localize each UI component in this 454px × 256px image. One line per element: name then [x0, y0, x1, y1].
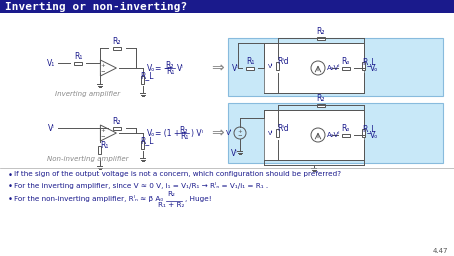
Text: Rᴵd: Rᴵd: [277, 57, 289, 66]
Text: R₂: R₂: [167, 190, 175, 197]
Text: •: •: [8, 195, 13, 204]
Text: Vₒ: Vₒ: [147, 63, 155, 72]
Text: = (1 +: = (1 +: [155, 129, 180, 137]
Text: Rₒ: Rₒ: [342, 57, 350, 66]
Text: Vₒ: Vₒ: [370, 63, 378, 72]
Text: Vᴵ: Vᴵ: [49, 123, 55, 133]
FancyBboxPatch shape: [228, 38, 443, 96]
Text: ⇒: ⇒: [212, 125, 224, 141]
Text: Inverting amplifier: Inverting amplifier: [55, 91, 121, 97]
Text: •: •: [8, 182, 13, 191]
Bar: [276, 129, 280, 137]
Bar: [342, 67, 350, 70]
Text: R₂: R₂: [317, 27, 325, 36]
Text: R_L: R_L: [140, 136, 154, 145]
Bar: [317, 103, 325, 106]
Text: For the non-inverting amplifier, Rᴵₙ ≈ β A₀: For the non-inverting amplifier, Rᴵₙ ≈ β…: [14, 195, 163, 202]
Text: = −: = −: [155, 63, 170, 72]
FancyBboxPatch shape: [264, 110, 364, 160]
Bar: [142, 141, 144, 149]
Text: R₂: R₂: [166, 61, 174, 70]
Text: Vᴵ: Vᴵ: [267, 131, 273, 135]
Text: +: +: [100, 63, 105, 68]
Bar: [74, 61, 82, 65]
Text: −: −: [100, 133, 105, 138]
Text: R₂: R₂: [113, 37, 121, 46]
Text: R_L: R_L: [362, 124, 376, 133]
Text: R₁: R₁: [166, 67, 174, 76]
Text: 4.47: 4.47: [433, 248, 448, 254]
Text: , Huge!: , Huge!: [185, 196, 212, 202]
Text: R₁: R₁: [100, 141, 108, 150]
Text: R₂: R₂: [113, 117, 121, 126]
Text: V₁: V₁: [47, 59, 55, 68]
Text: Vᴵ: Vᴵ: [232, 63, 239, 72]
Bar: [142, 76, 144, 84]
Text: Vᴵ: Vᴵ: [267, 63, 273, 69]
Bar: [342, 134, 350, 136]
Text: R₂: R₂: [317, 94, 325, 103]
Text: ⇒: ⇒: [212, 60, 224, 76]
Text: A₀Vᴵ: A₀Vᴵ: [327, 65, 340, 71]
Text: A₀Vᴵ: A₀Vᴵ: [327, 132, 340, 138]
Text: Vₒ: Vₒ: [147, 129, 155, 137]
Text: For the inverting amplifier, since V ≈ 0 V, i₁ = V₁/R₁ → Rᴵₙ = V₁/i₁ = R₁ .: For the inverting amplifier, since V ≈ 0…: [14, 182, 268, 189]
Text: R₁: R₁: [74, 52, 82, 61]
Text: −: −: [100, 68, 105, 73]
Bar: [276, 62, 280, 70]
Text: Vᴵ: Vᴵ: [177, 63, 183, 72]
Text: Non-inverting amplifier: Non-inverting amplifier: [47, 156, 129, 162]
Text: Rₒ: Rₒ: [342, 123, 350, 133]
FancyBboxPatch shape: [264, 43, 364, 93]
Text: R_L: R_L: [140, 71, 154, 80]
Text: −: −: [238, 133, 242, 137]
Bar: [362, 129, 365, 137]
Bar: [99, 146, 102, 154]
Text: R_L: R_L: [362, 57, 376, 66]
Text: Inverting or non-inverting?: Inverting or non-inverting?: [5, 2, 187, 12]
Text: If the sign of the output voltage is not a concern, which configuration should b: If the sign of the output voltage is not…: [14, 171, 341, 177]
Text: R₁: R₁: [180, 132, 188, 141]
Text: +: +: [237, 129, 242, 134]
Text: Rᴵd: Rᴵd: [277, 124, 289, 133]
Bar: [113, 47, 121, 49]
Bar: [362, 62, 365, 70]
Text: R₁ + R₂: R₁ + R₂: [158, 202, 184, 208]
Bar: [317, 37, 325, 39]
Text: Vᴵ: Vᴵ: [226, 130, 232, 136]
Text: Vᴵ: Vᴵ: [231, 148, 237, 157]
Text: Vₒ: Vₒ: [370, 131, 378, 140]
Text: R₂: R₂: [180, 126, 188, 135]
Text: R₁: R₁: [246, 57, 254, 66]
FancyBboxPatch shape: [0, 0, 454, 13]
Text: •: •: [8, 171, 13, 180]
Bar: [113, 126, 121, 130]
Text: ) Vᴵ: ) Vᴵ: [191, 129, 203, 137]
FancyBboxPatch shape: [228, 103, 443, 163]
Text: +: +: [100, 128, 105, 133]
Bar: [246, 67, 254, 70]
